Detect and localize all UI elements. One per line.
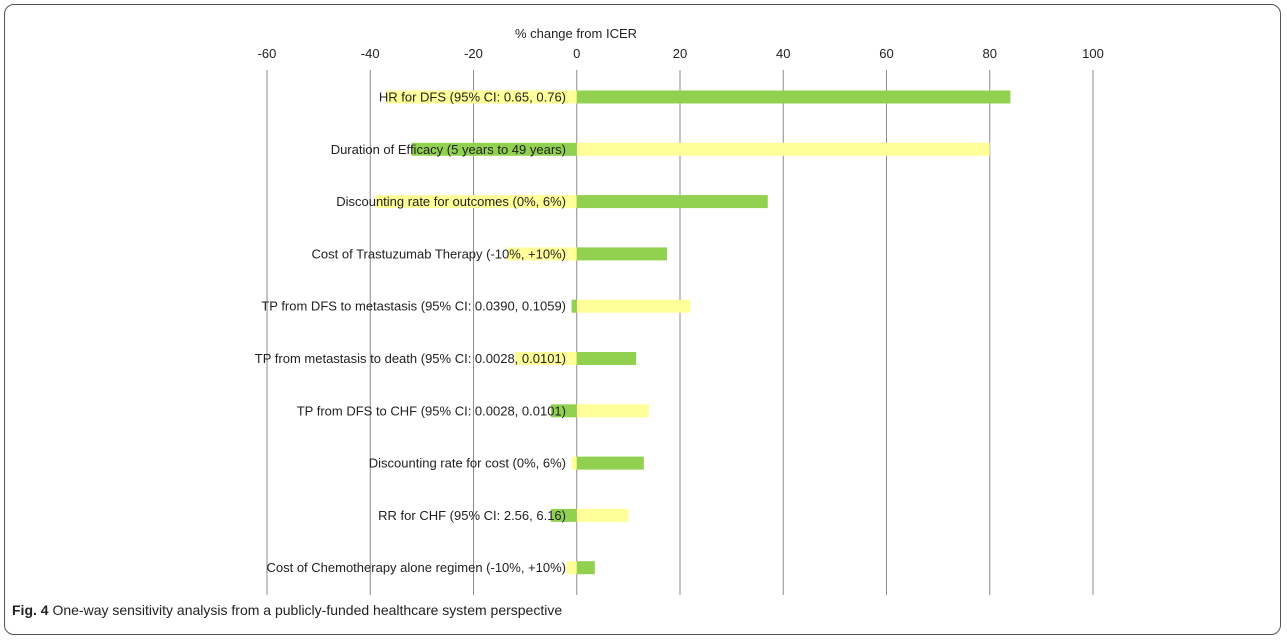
x-tick-label: -40: [361, 46, 380, 61]
bar-high-9: [566, 561, 576, 574]
category-label: Cost of Chemotherapy alone regimen (-10%…: [266, 560, 566, 575]
figure-caption-text: One-way sensitivity analysis from a publ…: [52, 602, 562, 618]
bar-high-1: [577, 143, 990, 156]
x-tick-label: 0: [573, 46, 580, 61]
category-labels: HR for DFS (95% CI: 0.65, 0.76) Duration …: [255, 90, 566, 576]
category-label: TP from DFS to CHF (95% CI: 0.0028, 0.01…: [297, 403, 566, 418]
x-axis-title: % change from ICER: [515, 26, 637, 41]
x-tick-label: 20: [673, 46, 687, 61]
category-label: HR for DFS (95% CI: 0.65, 0.76): [379, 90, 566, 105]
bar-low-4: [572, 300, 577, 313]
x-tick-labels: -60 -40 -20 0 20 40 60 80 100: [258, 46, 1104, 61]
category-label: RR for CHF (95% CI: 2.56, 6.16): [378, 508, 566, 523]
bar-low-5: [577, 352, 636, 365]
x-tick-label: 100: [1082, 46, 1104, 61]
category-label: Duration of Efficacy (5 years to 49 year…: [331, 142, 566, 157]
category-label: TP from metastasis to death (95% CI: 0.0…: [255, 351, 566, 366]
bar-high-6: [577, 404, 649, 417]
bar-low-7: [577, 457, 644, 470]
bar-low-2: [577, 195, 768, 208]
category-label: Discounting rate for cost (0%, 6%): [369, 456, 566, 471]
tornado-chart: -60 -40 -20 0 20 40 60 80 100 HR for DFS (95% CI…: [0, 0, 1287, 600]
figure-caption: Fig. 4 One-way sensitivity analysis from…: [12, 602, 562, 618]
x-tick-label: 60: [879, 46, 893, 61]
bar-low-3: [577, 247, 667, 260]
x-tick-label: -20: [464, 46, 483, 61]
x-tick-label: 80: [983, 46, 997, 61]
category-label: TP from DFS to metastasis (95% CI: 0.039…: [261, 299, 566, 314]
x-tick-label: -60: [258, 46, 277, 61]
x-tick-label: 40: [776, 46, 790, 61]
category-label: Discounting rate for outcomes (0%, 6%): [336, 194, 566, 209]
bars: [375, 91, 1010, 575]
bar-low-0: [577, 91, 1011, 104]
bar-high-4: [577, 300, 691, 313]
bar-high-8: [577, 509, 629, 522]
category-label: Cost of Trastuzumab Therapy (-10%, +10%): [312, 246, 566, 261]
bar-high-7: [572, 457, 577, 470]
figure-number: Fig. 4: [12, 602, 49, 618]
bar-low-9: [577, 561, 595, 574]
